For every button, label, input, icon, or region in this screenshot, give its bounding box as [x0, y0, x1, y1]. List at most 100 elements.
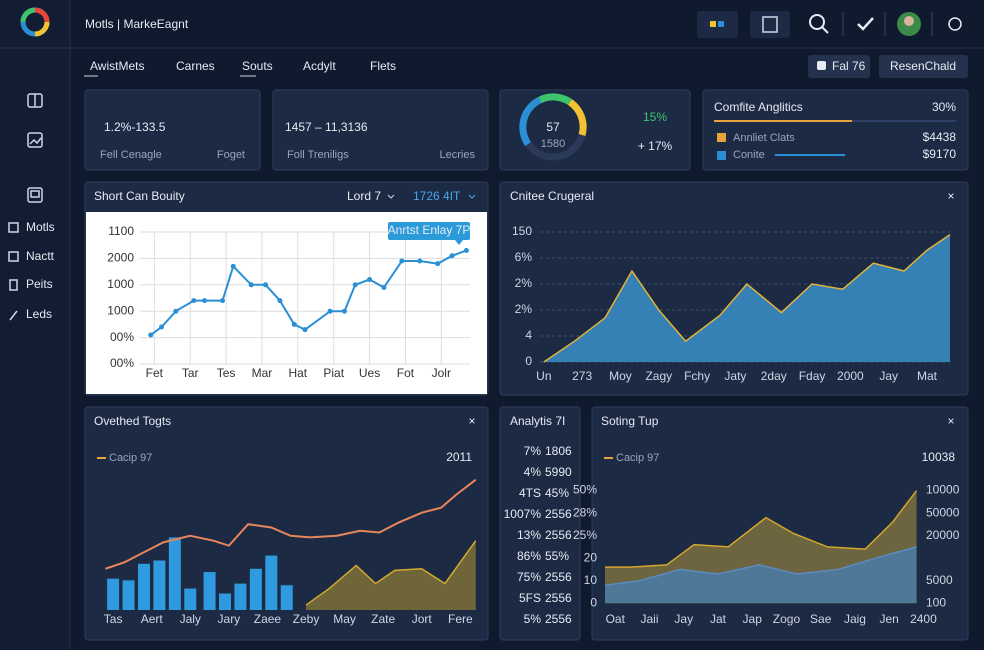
close-icon[interactable]: × — [947, 189, 954, 203]
bar — [234, 583, 247, 610]
dropdown[interactable]: Lord 7 — [347, 189, 381, 203]
area-fill — [605, 546, 917, 604]
toolbar[interactable] — [697, 11, 962, 38]
x-tick-label: Fot — [397, 366, 415, 380]
tooltip — [388, 222, 470, 240]
y-tick-label: 00% — [110, 356, 134, 370]
x-tick-label: Zagy — [645, 369, 672, 383]
x-tick-label: Aert — [141, 612, 164, 626]
close-icon[interactable]: × — [947, 414, 954, 428]
nav-item[interactable]: Motls — [26, 220, 55, 234]
point — [449, 253, 455, 259]
list-value: 4TS — [519, 486, 541, 500]
chevron — [468, 194, 476, 199]
y-tick-label: 6% — [515, 250, 533, 264]
legend-label: Conite — [733, 149, 765, 161]
y2-tick-label: 5000 — [926, 573, 953, 587]
legend-swatch — [717, 151, 726, 160]
y-tick-label: 50% — [573, 483, 597, 497]
panel-title: Cnitee Crugeral — [510, 189, 594, 203]
x-tick-label: May — [333, 612, 356, 626]
list-value: 2556 — [545, 507, 572, 521]
x-tick-label: Fet — [146, 366, 164, 380]
button-label[interactable]: ResenChald — [890, 59, 956, 73]
x-tick-label: Jen — [880, 612, 899, 626]
x-tick-label: Tar — [182, 366, 199, 380]
x-tick-label: Jap — [743, 612, 763, 626]
tab[interactable]: Flets — [370, 59, 396, 73]
y-tick-label: 1100 — [108, 224, 134, 238]
nav-item[interactable]: Nactt — [26, 249, 55, 263]
tab[interactable]: Souts — [242, 59, 273, 73]
logo — [20, 7, 50, 37]
y-tick-label: 1000 — [107, 277, 134, 291]
gauge-value: 57 — [546, 120, 560, 134]
point — [202, 298, 208, 304]
chevron — [387, 194, 395, 199]
y2-tick-label: 20000 — [926, 528, 960, 542]
kpi-label: Fell Cenagle — [100, 149, 162, 161]
area-line — [305, 540, 477, 606]
card-title: Comfite Anglitics — [714, 100, 803, 114]
x-tick-label: Fchy — [684, 369, 710, 383]
tooltip-pointer — [455, 240, 463, 245]
point — [341, 308, 347, 314]
tab[interactable]: Carnes — [176, 59, 215, 73]
y-tick-label: 20 — [584, 550, 598, 564]
point — [220, 298, 225, 304]
point — [277, 298, 283, 304]
panel-title: Short Can Bouity — [94, 189, 185, 203]
bar — [168, 537, 181, 610]
bar — [122, 580, 135, 610]
dropdown[interactable]: 1726 4IT — [413, 189, 461, 203]
x-tick-label: 2000 — [837, 369, 864, 383]
y-tick-label: 2% — [515, 302, 533, 316]
area-line — [605, 490, 918, 568]
tab[interactable]: Acdylt — [303, 59, 336, 73]
list-value: 4% — [524, 465, 542, 479]
point — [367, 277, 373, 283]
point — [248, 282, 254, 288]
tab[interactable]: AwistMets — [90, 59, 144, 73]
list-value: 5FS — [519, 591, 541, 605]
button[interactable] — [808, 55, 870, 78]
list-value: 13% — [517, 528, 541, 542]
nav-item[interactable]: Leds — [26, 307, 52, 321]
x-tick-label: Jary — [218, 612, 241, 626]
area-line — [604, 546, 917, 586]
y2-tick-label: 50000 — [926, 505, 960, 519]
panel-title: Soting Tup — [601, 414, 659, 428]
gauge-sub: 1580 — [541, 138, 565, 150]
button[interactable] — [879, 55, 968, 78]
y-tick-label: 2000 — [107, 251, 134, 265]
gauge-change: + 17% — [638, 139, 673, 153]
panel — [499, 406, 581, 641]
close-icon[interactable]: × — [468, 414, 475, 428]
nav-item[interactable]: Peits — [26, 277, 53, 291]
y-tick-label: 10 — [584, 573, 598, 587]
list-value: 75% — [517, 570, 541, 584]
point — [381, 284, 387, 290]
list-value: 2556 — [545, 612, 572, 626]
kpi-card — [272, 89, 489, 171]
y-tick-label: 25% — [573, 528, 597, 542]
x-tick-label: Ues — [359, 366, 380, 380]
tooltip-text: Anrtst Enlay 7P — [388, 223, 471, 237]
y-tick-label: 1000 — [107, 303, 134, 317]
legend-value: $4438 — [923, 130, 957, 144]
kpi-value: 1457 – 11,3136 — [285, 120, 368, 134]
point — [417, 258, 423, 264]
point — [173, 308, 179, 314]
x-tick-label: Jat — [710, 612, 727, 626]
x-tick-label: Jay — [879, 369, 898, 383]
legend-label: Annliet Clats — [733, 132, 795, 144]
bar — [280, 585, 293, 610]
list-value: 2556 — [545, 591, 572, 605]
x-tick-label: Fere — [448, 612, 473, 626]
legend-value: $9170 — [923, 147, 957, 161]
list-value: 1806 — [545, 444, 572, 458]
button-label[interactable]: Fal 76 — [832, 59, 866, 73]
x-tick-label: Zate — [371, 612, 395, 626]
list-value: 2556 — [545, 570, 572, 584]
